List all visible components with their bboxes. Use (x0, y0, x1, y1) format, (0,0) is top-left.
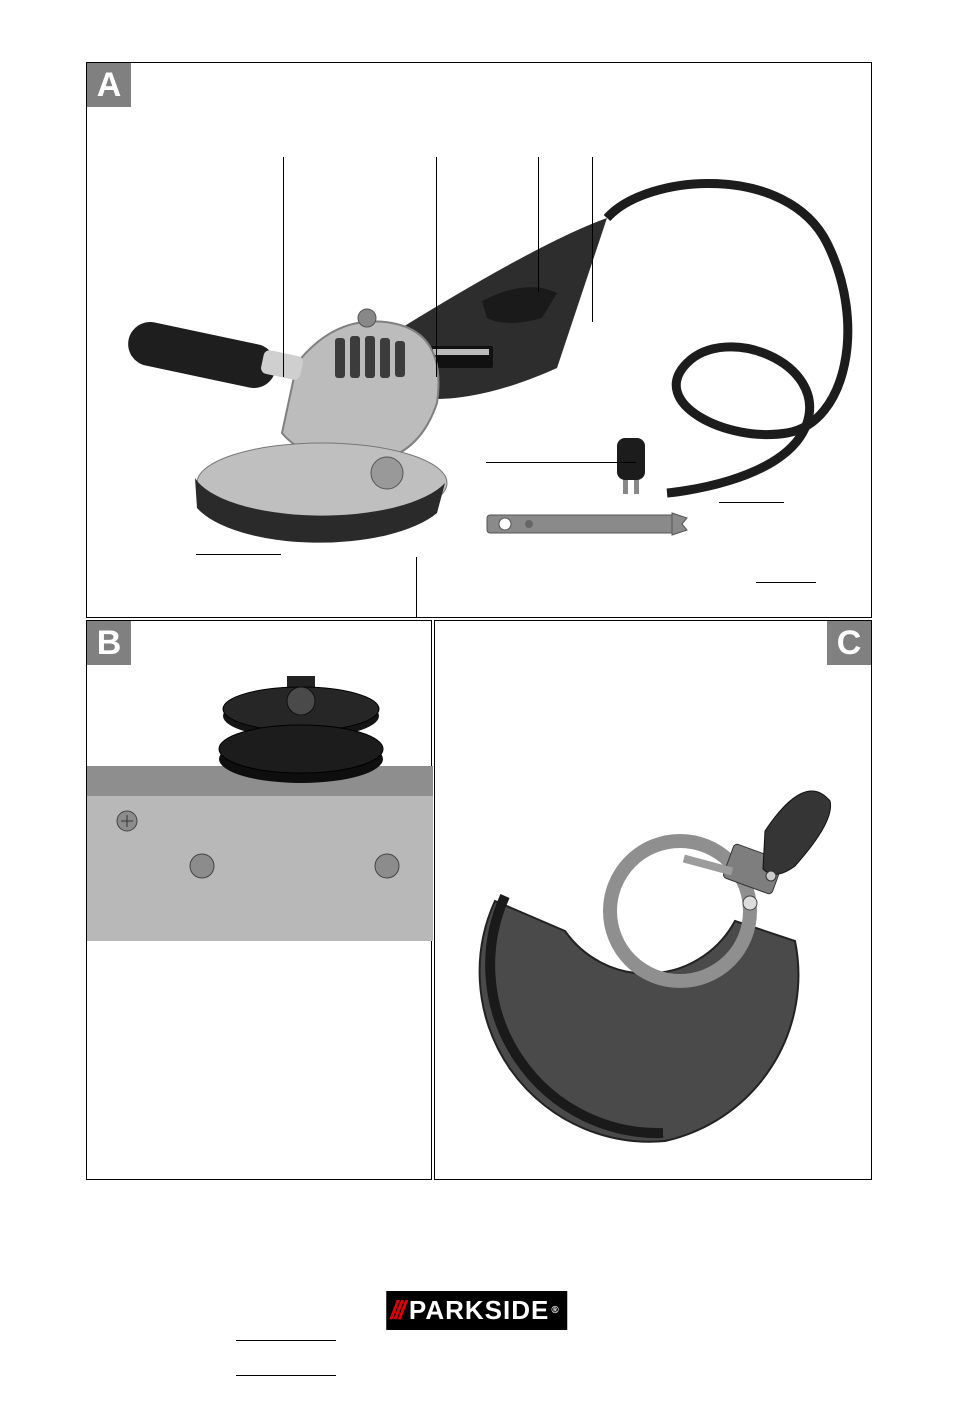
leader-line (236, 1340, 336, 1341)
leader-line (436, 157, 437, 377)
leader-line (416, 557, 417, 617)
leader-line (592, 157, 593, 322)
spindle-flange-illustration (87, 621, 433, 1181)
leader-line (486, 462, 636, 463)
brand-slashes-icon: /// (390, 1295, 403, 1326)
leader-line (236, 1375, 336, 1376)
registered-mark: ® (551, 1305, 559, 1316)
leader-line (283, 157, 284, 377)
leader-line (196, 554, 281, 555)
panel-b: B (86, 620, 432, 1180)
panel-c: C (434, 620, 872, 1180)
manual-page: A (0, 0, 954, 1354)
leader-line (538, 157, 539, 292)
angle-grinder-illustration (87, 63, 873, 619)
brand-logo: /// PARKSIDE ® (386, 1291, 567, 1330)
panel-a: A (86, 62, 872, 618)
brand-name: PARKSIDE (409, 1295, 549, 1326)
leader-line (756, 582, 816, 583)
guard-illustration (435, 621, 873, 1181)
leader-line (719, 502, 784, 503)
